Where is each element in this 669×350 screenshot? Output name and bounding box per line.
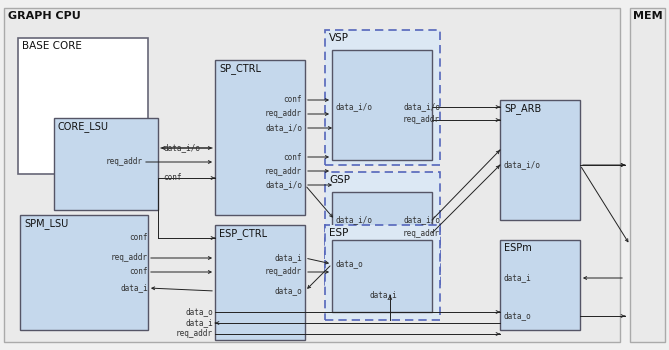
Text: data_i/o: data_i/o — [335, 216, 372, 224]
Text: data_i/o: data_i/o — [265, 181, 302, 189]
Bar — [20, 215, 148, 330]
Text: data_o: data_o — [503, 312, 531, 321]
Bar — [500, 240, 580, 330]
Text: SP_CTRL: SP_CTRL — [219, 63, 261, 74]
Text: data_i/o: data_i/o — [403, 216, 440, 224]
Text: BASE CORE: BASE CORE — [22, 41, 82, 51]
Text: SPM_LSU: SPM_LSU — [24, 218, 68, 229]
Text: SP_ARB: SP_ARB — [504, 103, 541, 114]
Text: req_addr: req_addr — [106, 158, 143, 167]
Text: data_o: data_o — [185, 308, 213, 316]
Text: data_i/o: data_i/o — [335, 103, 372, 112]
Text: ESP_CTRL: ESP_CTRL — [219, 228, 267, 239]
Bar — [54, 118, 158, 210]
Text: data_i/o: data_i/o — [503, 161, 540, 169]
Text: req_addr: req_addr — [403, 116, 440, 125]
Text: conf: conf — [284, 153, 302, 161]
Text: data_o: data_o — [274, 287, 302, 295]
Text: data_i/o: data_i/o — [403, 103, 440, 112]
Text: GSP: GSP — [329, 175, 350, 185]
Text: conf: conf — [163, 174, 181, 182]
Text: conf: conf — [284, 96, 302, 105]
Text: data_i: data_i — [503, 273, 531, 282]
Text: data_i: data_i — [120, 284, 148, 293]
Text: req_addr: req_addr — [265, 167, 302, 175]
Bar — [325, 225, 440, 320]
Text: VSP: VSP — [329, 33, 349, 43]
Text: data_i/o: data_i/o — [163, 144, 200, 153]
Bar — [500, 100, 580, 220]
Text: req_addr: req_addr — [176, 329, 213, 338]
Bar — [332, 192, 432, 282]
Text: data_i: data_i — [370, 290, 398, 300]
Bar — [325, 172, 440, 290]
Bar — [332, 50, 432, 160]
Bar — [630, 8, 665, 342]
Text: req_addr: req_addr — [111, 253, 148, 262]
Text: GRAPH CPU: GRAPH CPU — [8, 11, 81, 21]
Text: data_o: data_o — [335, 259, 363, 268]
Text: req_addr: req_addr — [265, 110, 302, 119]
Bar — [325, 30, 440, 165]
Text: data_i/o: data_i/o — [265, 124, 302, 133]
Text: data_i: data_i — [274, 253, 302, 262]
Text: CORE_LSU: CORE_LSU — [58, 121, 109, 132]
Bar — [332, 240, 432, 312]
Text: req_addr: req_addr — [403, 229, 440, 238]
Bar — [18, 38, 148, 174]
Text: conf: conf — [130, 233, 148, 243]
Text: MEM: MEM — [633, 11, 662, 21]
Text: data_i: data_i — [185, 318, 213, 328]
Text: ESP: ESP — [329, 228, 349, 238]
Text: ESPm: ESPm — [504, 243, 532, 253]
Text: conf: conf — [130, 267, 148, 276]
Text: req_addr: req_addr — [265, 267, 302, 276]
Bar — [215, 225, 305, 340]
Bar — [215, 60, 305, 215]
